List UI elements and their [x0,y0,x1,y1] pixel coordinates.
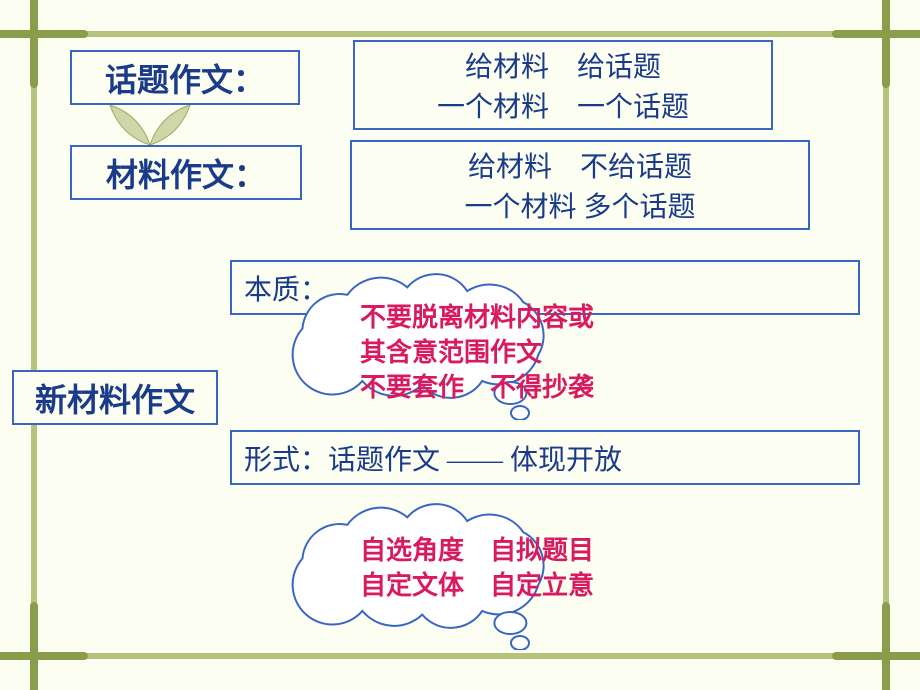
material-essay-body-line-0: 给材料 不给话题 [468,145,692,185]
essence-callout-text-line-2: 不要套作 不得抄袭 [360,370,594,405]
topic-essay-title-line-0: 话题作文： [105,55,265,101]
topic-essay-body: 给材料 给话题一个材料 一个话题 [353,40,773,130]
topic-essay-body-line-1: 一个材料 一个话题 [437,85,689,125]
essence-callout-text-line-1: 其含意范围作文 [360,335,594,370]
essence-callout-text-line-0: 不要脱离材料内容或 [360,300,594,335]
essence-callout-text: 不要脱离材料内容或其含意范围作文不要套作 不得抄袭 [360,300,594,405]
form-box: 形式：话题作文 —— 体现开放 [230,430,860,485]
material-essay-body-line-1: 一个材料 多个话题 [464,185,695,225]
new-material-title: 新材料作文 [12,370,218,425]
new-material-title-line-0: 新材料作文 [35,375,195,421]
form-callout-text-line-0: 自选角度 自拟题目 [360,533,594,568]
material-essay-body: 给材料 不给话题一个材料 多个话题 [350,140,810,230]
form-callout-text: 自选角度 自拟题目自定文体 自定立意 [360,533,594,603]
form-callout-text-line-1: 自定文体 自定立意 [360,568,594,603]
material-essay-title: 材料作文： [70,145,302,200]
material-essay-title-line-0: 材料作文： [106,150,266,196]
topic-essay-body-line-0: 给材料 给话题 [465,45,661,85]
form-box-line-0: 形式：话题作文 —— 体现开放 [244,438,622,478]
topic-essay-title: 话题作文： [70,50,300,105]
